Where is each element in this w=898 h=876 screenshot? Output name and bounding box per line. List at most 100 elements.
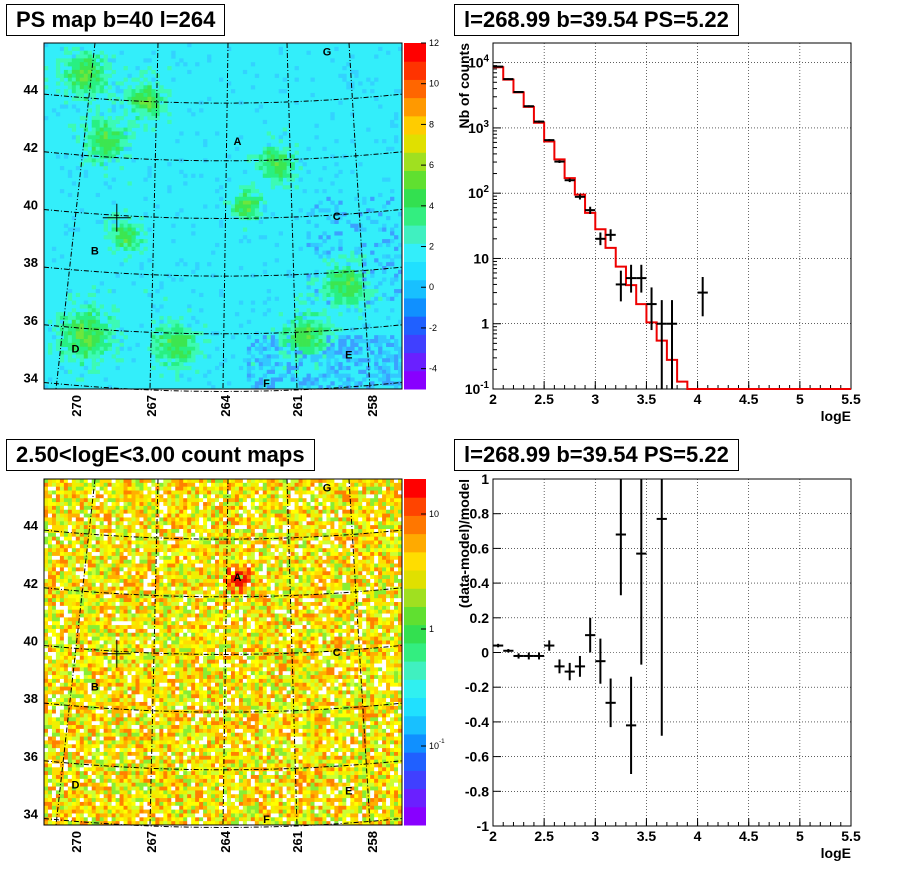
map-cell [100, 610, 104, 614]
map-cell [330, 116, 334, 120]
map-cell [60, 78, 64, 82]
map-cell [271, 162, 275, 166]
map-cell [147, 679, 151, 683]
map-cell [92, 644, 96, 648]
map-cell [151, 706, 155, 710]
map-cell [128, 806, 132, 810]
map-cell [155, 813, 159, 817]
map-cell [96, 671, 100, 675]
map-cell [68, 193, 72, 197]
map-cell [100, 220, 104, 224]
map-cell [247, 193, 251, 197]
map-cell [139, 575, 143, 579]
map-cell [60, 652, 64, 656]
map-cell [88, 787, 92, 791]
map-cell [128, 690, 132, 694]
map-cell [128, 74, 132, 78]
map-cell [116, 760, 120, 764]
map-cell [80, 494, 84, 498]
map-cell [167, 602, 171, 606]
map-cell [283, 374, 287, 378]
map-cell [378, 262, 382, 266]
map-cell [350, 112, 354, 116]
map-cell [147, 763, 151, 767]
map-cell [207, 354, 211, 358]
y-tick-label: 10-1 [465, 380, 490, 397]
map-cell [104, 748, 108, 752]
map-cell [64, 331, 68, 335]
map-cell [155, 787, 159, 791]
map-cell [104, 606, 108, 610]
map-cell [60, 105, 64, 109]
map-cell [124, 575, 128, 579]
map-cell [68, 594, 72, 598]
map-cell [314, 331, 318, 335]
map-cell [318, 289, 322, 293]
map-cell [167, 564, 171, 568]
map-cell [120, 479, 124, 483]
map-cell [382, 266, 386, 270]
map-cell [52, 537, 56, 541]
map-cell [108, 316, 112, 320]
map-cell [96, 760, 100, 764]
map-cell [64, 231, 68, 235]
map-cell [108, 817, 112, 821]
map-cell [124, 698, 128, 702]
map-cell [279, 151, 283, 155]
map-cell [322, 293, 326, 297]
map-cell [275, 339, 279, 343]
map-cell [72, 721, 76, 725]
map-cell [179, 374, 183, 378]
map-cell [338, 293, 342, 297]
map-cell [76, 316, 80, 320]
map-cell [255, 201, 259, 205]
map-cell [179, 258, 183, 262]
map-cell [88, 556, 92, 560]
map-cell [390, 374, 394, 378]
map-cell [56, 517, 60, 521]
map-cell [88, 794, 92, 798]
map-cell [88, 790, 92, 794]
map-cell [112, 760, 116, 764]
map-cell [92, 810, 96, 814]
map-cell [88, 806, 92, 810]
map-cell [163, 335, 167, 339]
map-cell [88, 483, 92, 487]
y-tick-label: 10 [473, 250, 489, 266]
map-cell [307, 285, 311, 289]
map-cell [263, 170, 267, 174]
map-cell [56, 714, 60, 718]
map-cell [132, 760, 136, 764]
map-cell [132, 790, 136, 794]
map-cell [96, 351, 100, 355]
map-cell [267, 347, 271, 351]
map-cell [56, 798, 60, 802]
map-cell [76, 775, 80, 779]
map-cell [132, 740, 136, 744]
map-cell [135, 567, 139, 571]
map-cell [358, 270, 362, 274]
map-cell [72, 537, 76, 541]
map-cell [100, 756, 104, 760]
map-cell [259, 166, 263, 170]
map-cell [108, 289, 112, 293]
map-cell [84, 629, 88, 633]
map-cell [108, 763, 112, 767]
map-cell [275, 354, 279, 358]
map-cell [334, 266, 338, 270]
map-cell [259, 235, 263, 239]
map-cell [76, 70, 80, 74]
map-cell [52, 552, 56, 556]
map-cell [135, 675, 139, 679]
map-cell [159, 548, 163, 552]
map-cell [159, 629, 163, 633]
map-cell [155, 614, 159, 618]
map-cell [68, 583, 72, 587]
map-cell [116, 537, 120, 541]
map-cell [76, 794, 80, 798]
map-cell [64, 590, 68, 594]
map-cell [108, 128, 112, 132]
map-cell [96, 629, 100, 633]
map-cell [88, 752, 92, 756]
map-cell [120, 498, 124, 502]
